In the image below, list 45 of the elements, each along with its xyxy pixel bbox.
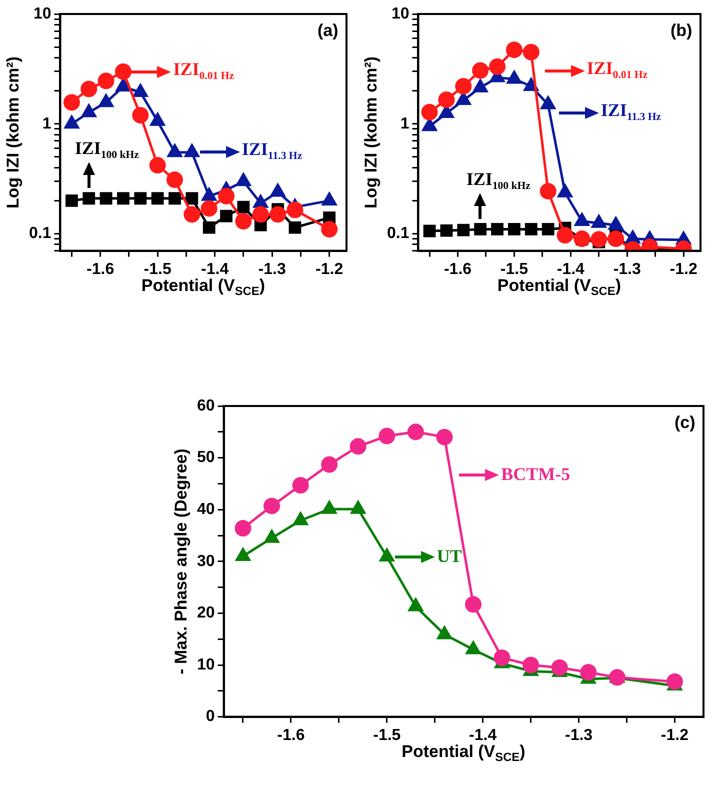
annotation: IZI$_{11.3 Hz}$ xyxy=(600,100,662,123)
y-axis-title: Log IZI (kohm cm²) xyxy=(362,56,381,208)
x-tick-label: -1.3 xyxy=(613,260,641,278)
x-tick-label: -1.5 xyxy=(500,260,528,278)
y-tick-label: 50 xyxy=(197,449,215,466)
x-axis-title: Potential (V$_{SCE}$) xyxy=(402,742,526,764)
annotation: IZI$_{0.01 Hz}$ xyxy=(173,58,234,82)
x-axis-title: Potential (V$_{SCE}$) xyxy=(497,276,621,298)
x-tick-label: -1.5 xyxy=(373,726,401,744)
y-tick-label: 0.1 xyxy=(28,225,52,242)
x-tick-label: -1.4 xyxy=(201,260,229,278)
y-tick-label: 40 xyxy=(197,501,215,518)
x-tick-label: -1.6 xyxy=(277,726,305,744)
chart-title: (b) xyxy=(670,21,692,40)
x-axis-title: Potential (V$_{SCE}$) xyxy=(141,276,265,298)
chart-title: (c) xyxy=(674,413,696,432)
y-tick-label: 60 xyxy=(197,397,215,414)
y-tick-label: 1 xyxy=(42,115,52,132)
annotation: IZI$_{100 kHz}$ xyxy=(466,169,530,192)
x-tick-label: -1.4 xyxy=(556,260,585,278)
y-tick-label: 10 xyxy=(391,5,410,22)
y-axis-title: Log IZI (kohm cm²) xyxy=(4,56,23,208)
x-tick-label: -1.2 xyxy=(660,726,689,744)
annotation: UT xyxy=(436,546,462,566)
y-tick-label: 1 xyxy=(400,115,410,132)
x-tick-label: -1.4 xyxy=(469,726,497,744)
x-tick-label: -1.6 xyxy=(86,260,114,278)
x-tick-label: -1.3 xyxy=(564,726,593,744)
x-tick-label: -1.2 xyxy=(670,260,698,278)
annotation: IZI$_{100 kHz}$ xyxy=(74,138,139,162)
chart-title: (a) xyxy=(318,21,338,40)
y-tick-label: 10 xyxy=(33,5,52,22)
annotation: IZI$_{0.01 Hz}$ xyxy=(586,58,648,82)
x-tick-label: -1.3 xyxy=(258,260,286,278)
x-tick-label: -1.2 xyxy=(316,260,344,278)
annotation: IZI$_{11.3 Hz}$ xyxy=(242,139,302,162)
y-tick-label: 0 xyxy=(206,708,215,726)
annotation: BCTM-5 xyxy=(501,464,570,484)
y-tick-label: 30 xyxy=(197,552,215,570)
y-tick-label: 0.1 xyxy=(386,225,410,242)
x-tick-label: -1.6 xyxy=(444,260,472,278)
y-tick-label: 10 xyxy=(197,656,215,674)
x-tick-label: -1.5 xyxy=(144,260,172,278)
y-tick-label: 20 xyxy=(197,604,215,622)
y-axis-title: - Max. Phase angle (Degree) xyxy=(171,448,190,674)
